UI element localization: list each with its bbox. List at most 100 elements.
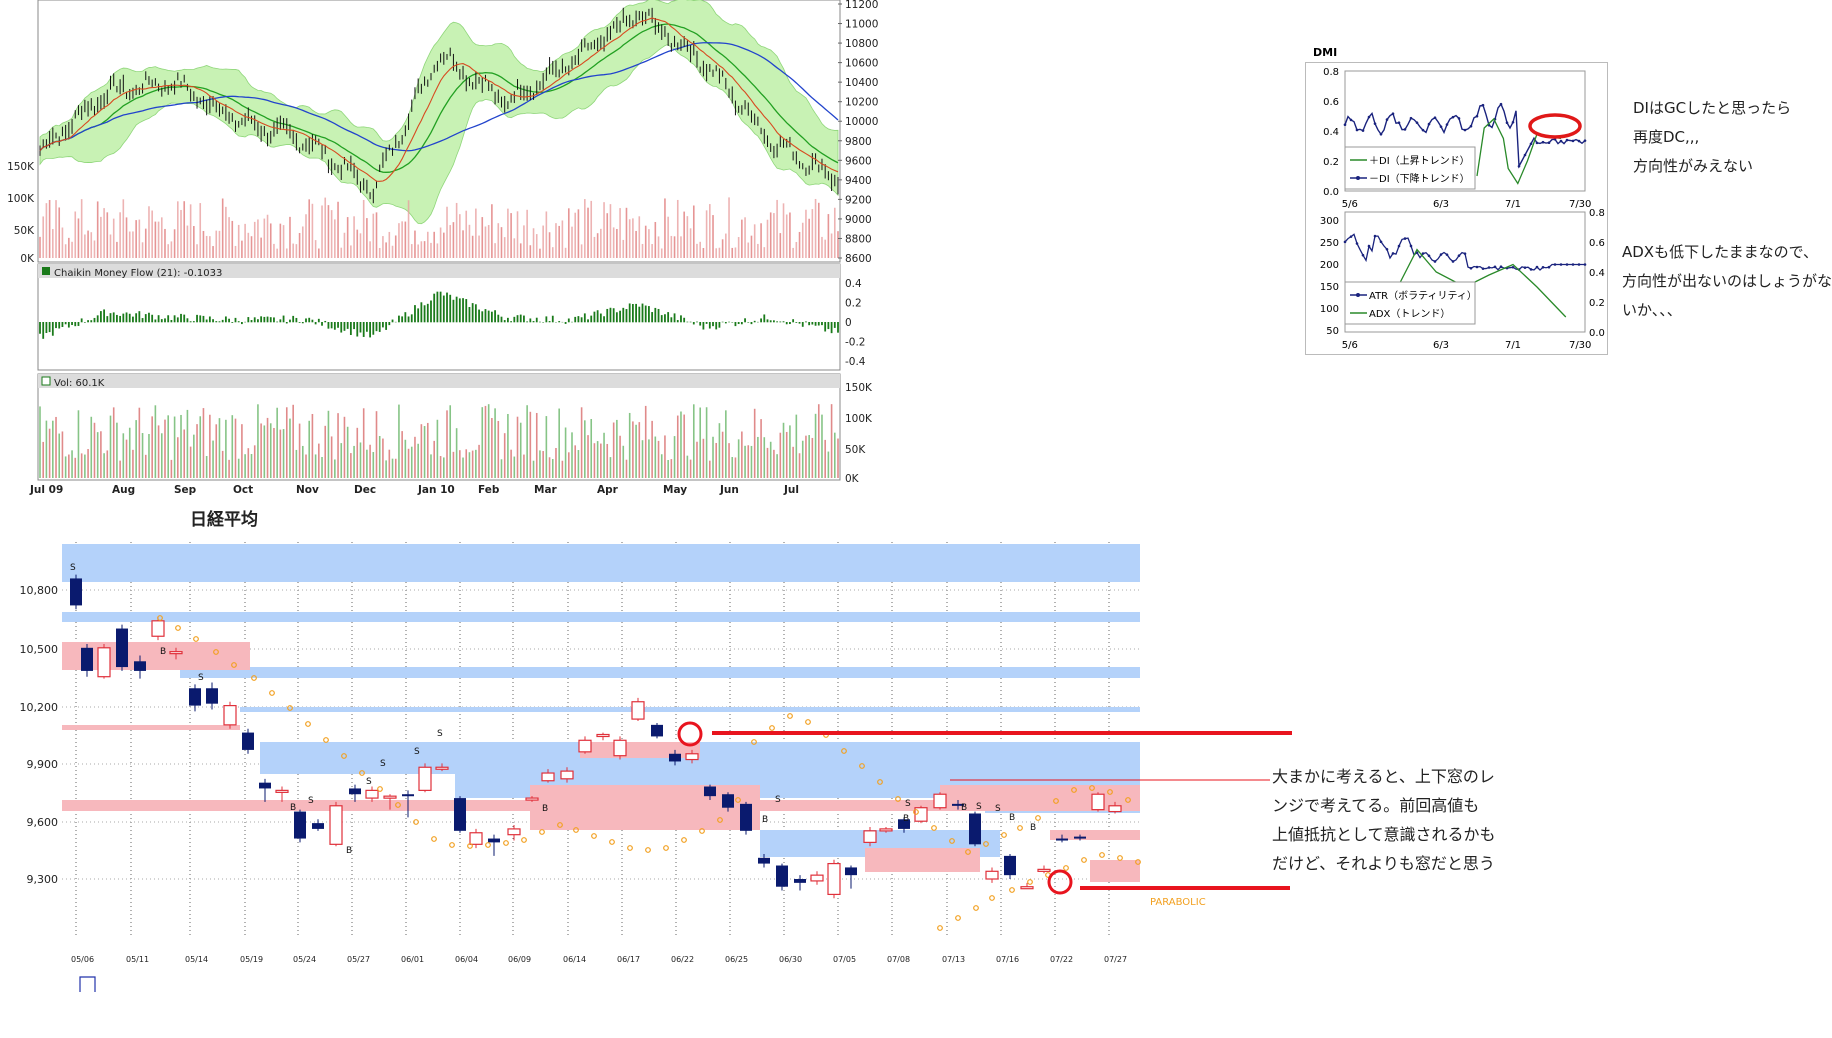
gap-up-band	[240, 707, 1140, 712]
price-volume-bar	[436, 243, 439, 258]
nikkei-x-tick: 06/25	[725, 955, 748, 964]
price-volume-bar	[138, 219, 141, 258]
cmf-bar	[465, 299, 468, 323]
cmf-bar	[654, 307, 657, 323]
candle-body-bear	[488, 838, 500, 843]
volume-bar	[170, 459, 173, 478]
price-volume-bar	[269, 223, 272, 258]
volume-bar	[96, 432, 99, 478]
sar-point	[913, 809, 919, 815]
volume-bar	[603, 432, 605, 478]
volume-bar	[420, 424, 423, 478]
candle-body-bull	[560, 770, 574, 780]
volume-bar	[830, 404, 833, 478]
cmf-bar	[247, 317, 250, 323]
cmf-bar	[564, 322, 567, 324]
volume-bar	[144, 454, 147, 478]
cmf-bar	[583, 313, 586, 323]
candle-body-bear	[349, 788, 361, 795]
volume-bar	[667, 459, 669, 478]
volume-bar	[308, 420, 311, 478]
price-volume-bar	[782, 203, 785, 258]
price-volume-bar	[577, 209, 580, 258]
dmi-upper-x-tick: 5/6	[1342, 199, 1358, 210]
volume-bar	[584, 420, 586, 478]
price-volume-bar	[811, 209, 814, 258]
volume-bar	[446, 410, 448, 478]
signal-marker: S	[308, 796, 314, 806]
volume-bar	[141, 433, 144, 478]
candle-body-bear	[259, 782, 271, 789]
price-volume-bar	[39, 236, 41, 258]
volume-bar	[725, 410, 727, 478]
volume-bar	[385, 460, 387, 478]
price-volume-bar	[455, 202, 458, 258]
candle-body-bull	[985, 870, 999, 880]
note-di-line1: DIはGCしたと思ったら	[1633, 99, 1792, 117]
nikkei-x-tick: 06/01	[401, 955, 424, 964]
cmf-bar	[593, 311, 596, 323]
signal-marker: S	[905, 799, 911, 809]
gap-down-band	[62, 642, 250, 670]
volume-bar	[388, 449, 391, 478]
volume-bar	[689, 459, 692, 478]
dmi-upper-legend	[1344, 146, 1476, 190]
volume-bar	[58, 433, 61, 478]
nikkei-x-tick: 06/14	[563, 955, 586, 964]
price-volume-bar	[635, 230, 637, 258]
cmf-tick-label: -0.4	[845, 356, 866, 368]
cmf-bar	[805, 321, 807, 323]
price-volume-bar	[555, 223, 557, 258]
price-volume-bar	[600, 228, 602, 258]
cmf-bar	[548, 321, 551, 323]
price-volume-bar	[596, 233, 599, 258]
price-volume-bar	[725, 233, 727, 258]
price-volume-bar	[385, 242, 387, 258]
volume-bar	[356, 427, 359, 478]
price-volume-bar	[728, 197, 730, 258]
cmf-bar	[657, 308, 660, 323]
price-volume-bar	[619, 208, 621, 258]
volume-bar	[106, 450, 109, 478]
dmi-upper-x-tick: 6/3	[1433, 199, 1449, 210]
price-volume-bar	[705, 210, 708, 258]
cmf-bar	[500, 316, 503, 323]
price-volume-bar	[779, 233, 782, 258]
signal-marker: B	[1030, 823, 1036, 833]
volume-bar	[471, 450, 474, 478]
volume-bar	[555, 448, 557, 478]
candle-body-bear	[189, 688, 201, 706]
sar-point	[663, 845, 669, 851]
cmf-header	[38, 264, 840, 278]
nikkei-x-axis: 05/06 05/11 05/14 05/19 05/24 05/27 06/01 06/04…	[71, 955, 1127, 992]
cmf-bar	[631, 304, 634, 323]
price-volume-bar	[616, 228, 618, 258]
price-volume-bar	[343, 232, 346, 258]
price-volume-bar	[443, 232, 445, 258]
cmf-bar	[135, 313, 138, 323]
volume-bar	[157, 425, 160, 478]
cmf-bar	[109, 313, 112, 323]
cmf-bar	[664, 314, 666, 323]
price-volume-bar	[346, 217, 349, 258]
cmf-bar	[458, 298, 461, 323]
cmf-bar	[715, 322, 718, 330]
nikkei-x-tick: 07/27	[1104, 955, 1127, 964]
volume-bar	[77, 410, 80, 478]
volume-bar	[205, 456, 208, 478]
volume-bar	[369, 444, 371, 478]
cmf-bar	[577, 316, 580, 323]
volume-bar	[481, 407, 484, 478]
nikkei-y-tick: 10,800	[20, 584, 59, 597]
cmf-bar	[734, 322, 737, 327]
cmf-bar	[673, 313, 676, 323]
volume-bar	[353, 445, 355, 478]
price-volume-bar	[420, 241, 423, 258]
sar-point	[931, 825, 937, 831]
volume-bar	[164, 419, 166, 478]
dmi-upper-y-tick: 0.4	[1323, 127, 1339, 138]
signal-marker: B	[961, 803, 967, 813]
cmf-bar	[250, 320, 253, 323]
volume-bar	[622, 445, 625, 478]
cmf-bar	[285, 322, 288, 324]
